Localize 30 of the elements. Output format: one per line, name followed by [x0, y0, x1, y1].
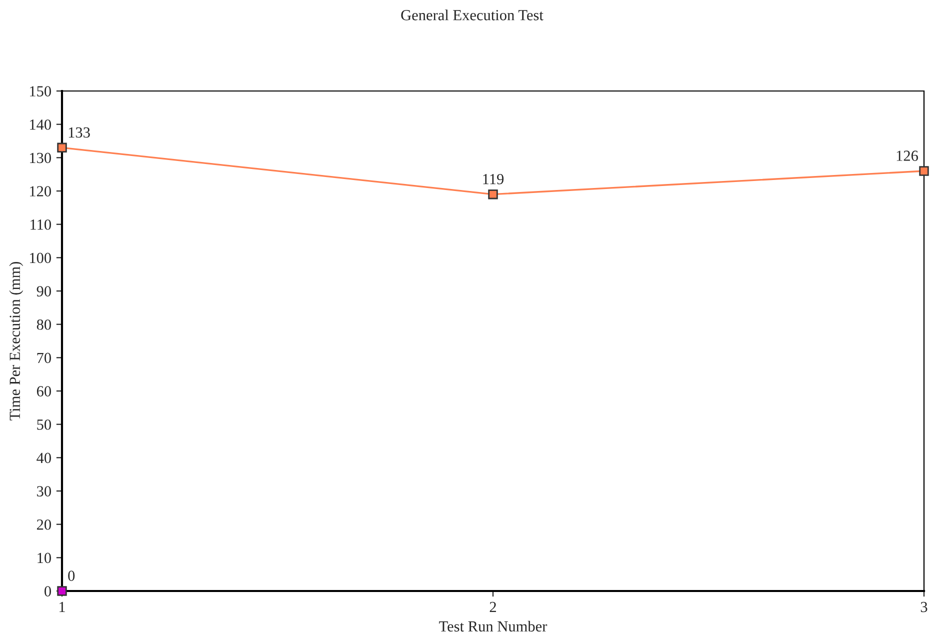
point — [919, 166, 929, 176]
point — [57, 586, 67, 596]
x-tick-label: 2 — [490, 602, 496, 612]
data-label: 0 — [68, 570, 75, 581]
point — [488, 189, 498, 200]
y-tick-label: 40 — [36, 452, 51, 464]
y-tick-label: 30 — [37, 486, 51, 496]
y-tick-label: 100 — [30, 252, 51, 264]
y-tick-label: 110 — [30, 219, 51, 230]
x-axis-title: Test Run Number — [439, 620, 548, 632]
x-tick-label: 3 — [920, 602, 928, 612]
data-label: 119 — [483, 174, 504, 184]
y-tick-label: 0 — [44, 586, 51, 596]
y-tick-label: 50 — [37, 419, 51, 430]
y-tick-label: 140 — [30, 119, 51, 130]
chart-title: General Execution Test — [401, 10, 544, 20]
y-tick-label: 10 — [38, 552, 51, 564]
y-tick-label: 60 — [36, 386, 51, 396]
data-label: 126 — [896, 150, 918, 161]
y-tick-label: 80 — [36, 319, 51, 330]
point — [57, 142, 67, 153]
data-label: 133 — [68, 127, 90, 138]
y-tick-label: 130 — [30, 152, 51, 164]
y-tick-label: 90 — [36, 286, 51, 296]
y-tick-label: 150 — [30, 86, 51, 96]
y-axis-title: Time Per Execution (mm) — [9, 262, 24, 420]
y-tick-label: 70 — [37, 352, 51, 364]
x-tick-label: 1 — [60, 602, 65, 612]
y-tick-label: 120 — [30, 186, 51, 196]
y-tick-label: 20 — [36, 519, 51, 530]
